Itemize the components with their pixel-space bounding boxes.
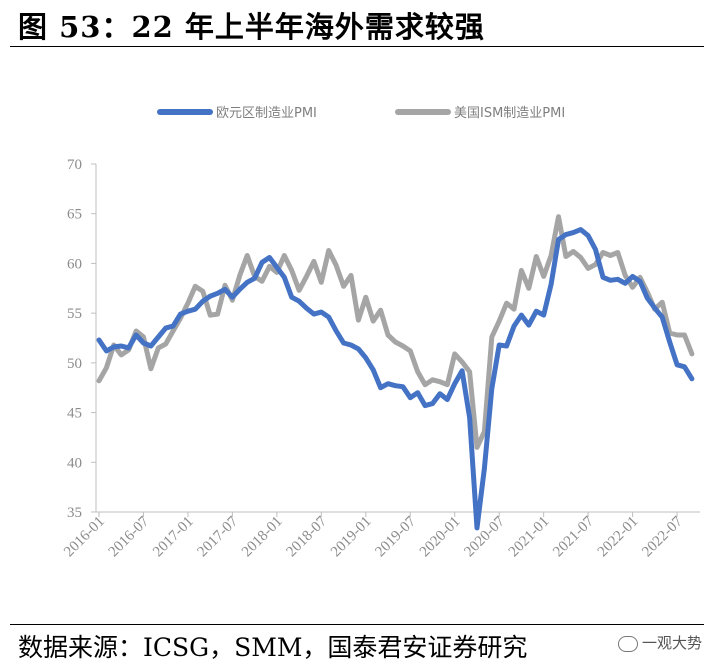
footer-divider (10, 624, 704, 625)
x-tick-label: 2019-01 (328, 514, 375, 561)
x-tick-label: 2020-01 (417, 514, 464, 561)
x-tick-label: 2018-01 (239, 514, 286, 561)
y-tick-label: 60 (67, 256, 82, 272)
series-line-us-ism (96, 214, 695, 450)
chart-legend: 欧元区制造业PMI 美国ISM制造业PMI (157, 106, 565, 121)
title-divider (10, 46, 704, 47)
legend-label: 美国ISM制造业PMI (454, 106, 565, 121)
y-tick-label: 55 (67, 306, 82, 322)
x-tick-label: 2022-01 (595, 514, 642, 561)
y-tick-label: 65 (67, 207, 82, 223)
x-axis: 2016-012016-072017-012017-072018-012018-… (61, 511, 700, 561)
pmi-line-chart: 欧元区制造业PMI 美国ISM制造业PMI 35 40 45 50 55 60 65 70 20… (61, 106, 700, 561)
watermark: 一观大势 (617, 632, 702, 653)
x-tick-label: 2021-01 (506, 514, 553, 561)
wechat-icon (617, 635, 638, 652)
x-tick-label: 2018-07 (283, 513, 330, 560)
y-tick-label: 70 (67, 157, 82, 173)
watermark-label: 一观大势 (641, 634, 702, 652)
legend-label: 欧元区制造业PMI (216, 106, 317, 121)
y-tick-label: 40 (67, 455, 82, 471)
y-tick-label: 35 (67, 505, 82, 521)
x-tick-label: 2016-07 (106, 513, 153, 560)
x-tick-label: 2022-07 (639, 513, 686, 560)
x-tick-label: 2021-07 (550, 513, 597, 560)
x-tick-label: 2017-01 (150, 514, 197, 561)
x-tick-label: 2019-07 (372, 513, 419, 560)
series-lines (96, 214, 695, 531)
y-tick-label: 50 (67, 356, 82, 372)
y-tick-label: 45 (67, 406, 82, 422)
y-axis: 35 40 45 50 55 60 65 70 (67, 157, 97, 521)
x-tick-label: 2017-07 (195, 513, 242, 560)
data-source-note: 数据来源：ICSG，SMM，国泰君安证券研究 (18, 633, 528, 662)
x-tick-label: 2020-07 (461, 513, 508, 560)
chart-title: 图 53：22 年上半年海外需求较强 (18, 10, 485, 44)
series-line-eurozone (96, 227, 695, 531)
